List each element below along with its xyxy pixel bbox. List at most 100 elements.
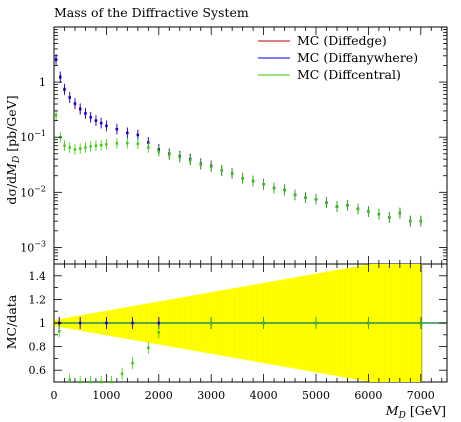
- x-tick-label: 2000: [145, 389, 173, 402]
- data-point: [115, 127, 119, 131]
- x-axis-label-symbol: M: [385, 403, 400, 418]
- x-tick-label: 7000: [407, 389, 435, 402]
- data-point: [126, 141, 129, 145]
- lower-y-tick-label: 1.2: [29, 293, 47, 306]
- data-point: [377, 213, 381, 216]
- lower-y-ticks: 1.4 1.2 1 0.8 0.6: [29, 263, 447, 383]
- data-point: [54, 58, 58, 61]
- data-point: [99, 121, 103, 125]
- upper-y-tick-label: 10−2: [20, 184, 46, 199]
- x-tick-label: 1000: [92, 389, 120, 402]
- data-point: [73, 102, 77, 105]
- ratio-point: [99, 380, 103, 384]
- lower-panel: 1.4 1.2 1 0.8 0.6: [29, 263, 448, 384]
- x-tick-label: 5000: [302, 389, 330, 402]
- upper-y-label-subscript: D: [12, 156, 22, 164]
- data-point: [419, 219, 422, 223]
- data-point: [210, 165, 213, 169]
- data-point: [314, 197, 318, 201]
- data-point: [367, 210, 370, 213]
- data-point: [63, 87, 66, 91]
- data-point: [89, 145, 92, 148]
- x-axis-ticks: 0 1000 2000 3000 4000 5000 6000 7000: [51, 27, 443, 402]
- data-point: [73, 148, 77, 151]
- ratio-point: [131, 361, 134, 365]
- chart-title: Mass of the Diffractive System: [54, 5, 249, 20]
- data-point: [178, 156, 181, 159]
- data-point: [409, 219, 412, 223]
- data-point: [230, 172, 234, 175]
- ratio-point: [110, 380, 113, 384]
- legend: MC (Diffedge) MC (Diffanywhere) MC (Diffce…: [258, 33, 418, 82]
- upper-y-tick-label: 10−1: [20, 129, 46, 144]
- data-point: [147, 146, 150, 149]
- ratio-point: [79, 321, 82, 325]
- ratio-point: [314, 321, 318, 325]
- ratio-point: [157, 331, 160, 334]
- data-point: [189, 159, 192, 162]
- data-point: [356, 207, 360, 211]
- data-point: [115, 142, 119, 145]
- tick-label-base: 10: [20, 186, 34, 199]
- data-point: [241, 177, 244, 180]
- data-point: [283, 188, 286, 192]
- ratio-point: [58, 330, 61, 333]
- upper-y-label-symbol: M: [4, 162, 19, 177]
- ratio-point: [367, 321, 370, 325]
- tick-label-exponent: −2: [34, 184, 46, 193]
- ratio-point: [419, 321, 422, 325]
- data-point: [105, 143, 108, 146]
- upper-y-tick-label: 1: [39, 76, 46, 89]
- data-point: [84, 146, 87, 149]
- data-point: [94, 119, 98, 122]
- data-point: [126, 131, 129, 135]
- ratio-point: [68, 378, 71, 381]
- lower-y-tick-label: 1: [39, 317, 46, 330]
- x-tick-label: 4000: [250, 389, 278, 402]
- upper-series-markers: [54, 53, 422, 227]
- legend-label: MC (Diffanywhere): [297, 50, 418, 65]
- legend-label: MC (Diffedge): [297, 33, 387, 48]
- x-axis-label-unit: [GeV]: [410, 403, 446, 418]
- data-point: [59, 75, 62, 78]
- data-point: [136, 142, 140, 145]
- ratio-point: [131, 321, 134, 325]
- ratio-point: [147, 346, 150, 349]
- upper-y-ticks: 110−110−210−3: [20, 26, 447, 265]
- tick-label-base: 1: [39, 76, 46, 89]
- ratio-point: [105, 321, 108, 325]
- data-point: [79, 147, 82, 150]
- legend-label: MC (Diffcentral): [297, 67, 401, 82]
- data-point: [325, 201, 328, 204]
- upper-y-axis-label: dσ/dMD [pb/GeV]: [4, 95, 22, 204]
- x-axis-label-subscript: D: [398, 411, 406, 421]
- lower-y-tick-label: 1.4: [29, 270, 47, 283]
- data-point: [388, 216, 391, 219]
- data-point: [68, 96, 71, 99]
- upper-y-label-unit: [pb/GeV]: [4, 95, 19, 155]
- x-tick-label: 6000: [354, 389, 382, 402]
- data-point: [346, 204, 349, 207]
- data-point: [168, 153, 171, 156]
- lower-y-tick-label: 0.6: [29, 364, 47, 377]
- ratio-point: [210, 321, 213, 325]
- tick-label-exponent: −1: [34, 129, 46, 138]
- data-point: [157, 150, 160, 153]
- data-point: [84, 112, 87, 115]
- data-point: [94, 144, 98, 147]
- data-point: [262, 183, 265, 186]
- lower-y-tick-label: 0.8: [29, 341, 47, 354]
- ratio-point: [157, 321, 160, 325]
- data-point: [89, 116, 92, 119]
- data-point: [54, 114, 58, 117]
- ratio-point: [89, 380, 92, 384]
- data-point: [251, 179, 255, 183]
- lower-y-axis-label: MC/data: [4, 294, 19, 349]
- data-point: [105, 124, 108, 128]
- data-point: [99, 143, 103, 147]
- data-point: [304, 196, 307, 199]
- data-point: [335, 205, 339, 208]
- x-tick-label: 0: [51, 389, 58, 402]
- ratio-point: [120, 372, 124, 375]
